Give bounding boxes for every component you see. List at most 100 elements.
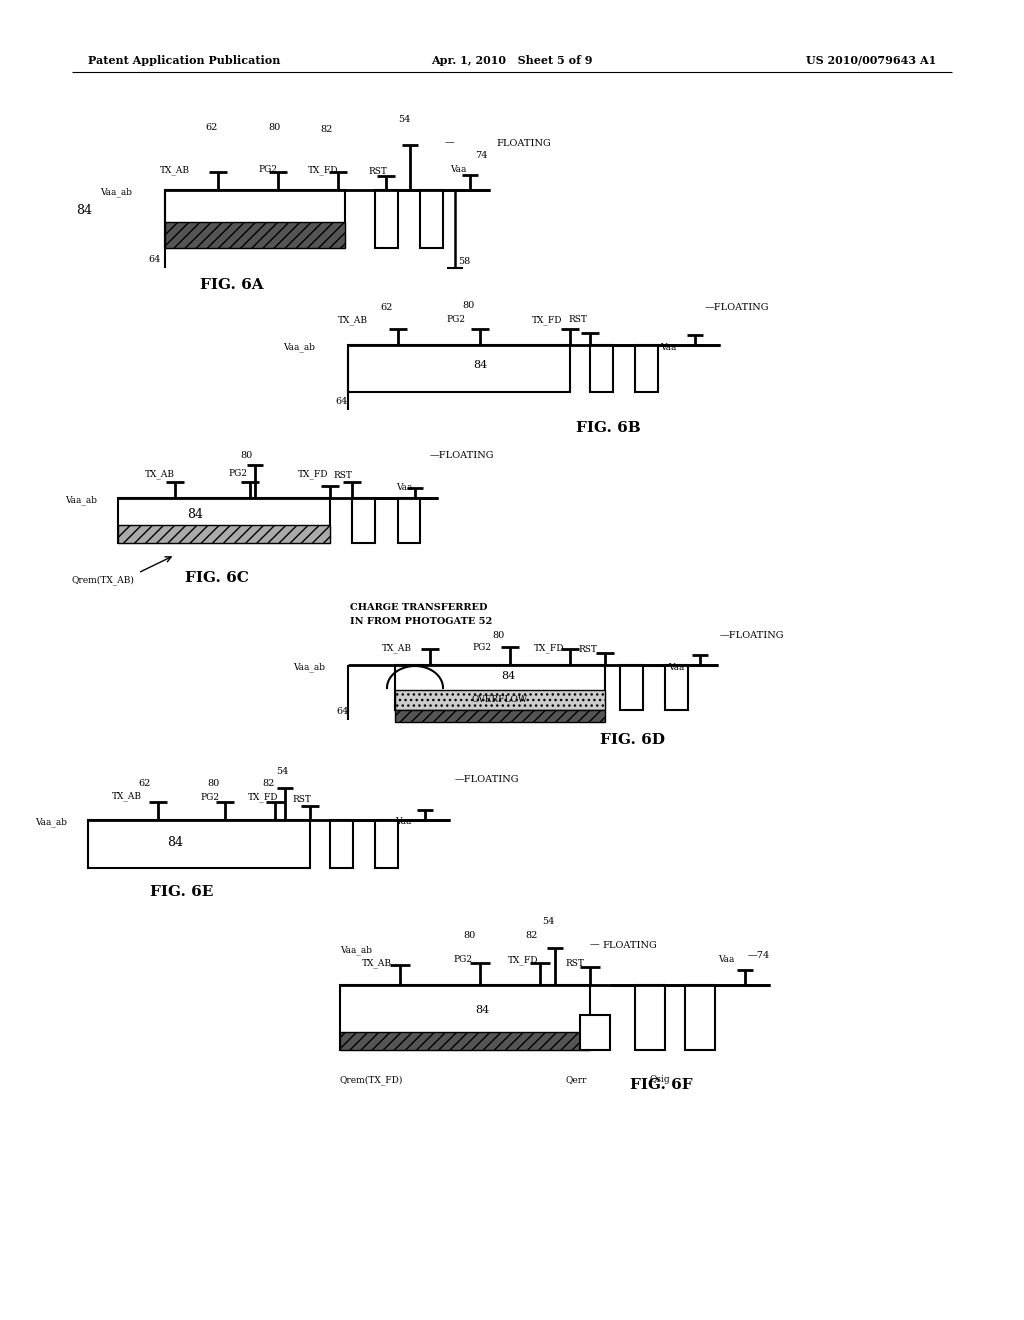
Text: FLOATING: FLOATING [496, 139, 551, 148]
Text: 62: 62 [205, 124, 217, 132]
Text: —: — [445, 139, 455, 148]
Text: RST: RST [333, 471, 352, 480]
Text: TX_FD: TX_FD [248, 792, 279, 801]
Text: TX_FD: TX_FD [308, 165, 339, 174]
Text: 62: 62 [138, 779, 151, 788]
Text: 80: 80 [268, 124, 281, 132]
Text: 58: 58 [458, 257, 470, 267]
Bar [635, 345, 658, 392]
Text: FIG. 6C: FIG. 6C [185, 572, 249, 585]
Text: 74: 74 [475, 150, 487, 160]
Bar [590, 345, 613, 392]
Text: —: — [590, 940, 600, 949]
Text: CHARGE TRANSFERRED: CHARGE TRANSFERRED [350, 603, 487, 612]
Text: RST: RST [292, 795, 311, 804]
Text: FLOATING: FLOATING [602, 940, 656, 949]
Text: 84: 84 [473, 360, 487, 370]
Text: PG2: PG2 [200, 792, 219, 801]
Text: Vaa: Vaa [718, 956, 734, 965]
Text: TX_AB: TX_AB [112, 791, 142, 801]
Text: TX_AB: TX_AB [382, 643, 412, 653]
Text: TX_AB: TX_AB [338, 315, 368, 325]
Text: RST: RST [568, 315, 587, 325]
Text: TX_AB: TX_AB [160, 165, 190, 174]
Text: Qrem(TX_AB): Qrem(TX_AB) [72, 576, 135, 585]
Text: TX_FD: TX_FD [298, 469, 329, 479]
Bar [635, 985, 665, 1049]
Text: 54: 54 [276, 767, 289, 776]
Text: 84: 84 [187, 508, 203, 521]
Text: 80: 80 [492, 631, 504, 639]
Text: TX_FD: TX_FD [532, 315, 562, 325]
Text: —FLOATING: —FLOATING [455, 776, 519, 784]
Text: RST: RST [578, 645, 597, 655]
Text: 80: 80 [462, 301, 474, 309]
Bar [395, 690, 605, 710]
Text: TX_FD: TX_FD [534, 643, 564, 653]
Bar [685, 985, 715, 1049]
Text: PG2: PG2 [228, 470, 247, 479]
Text: Qrem(TX_FD): Qrem(TX_FD) [340, 1074, 403, 1085]
Text: 82: 82 [525, 931, 538, 940]
Text: PG2: PG2 [472, 644, 490, 652]
Bar [420, 190, 443, 248]
Bar [165, 222, 345, 248]
Text: 84: 84 [501, 671, 515, 681]
Text: Vaa_ab: Vaa_ab [283, 342, 315, 352]
Text: Vaa_ab: Vaa_ab [35, 817, 67, 826]
Text: —FLOATING: —FLOATING [705, 304, 769, 313]
Text: FIG. 6D: FIG. 6D [600, 733, 665, 747]
Text: 64: 64 [335, 397, 347, 407]
Text: Vaa_ab: Vaa_ab [293, 663, 325, 672]
Text: Qsig: Qsig [650, 1076, 671, 1085]
Text: Vaa: Vaa [668, 663, 684, 672]
Text: 54: 54 [398, 116, 411, 124]
Text: 82: 82 [319, 125, 333, 135]
Text: —FLOATING: —FLOATING [720, 631, 784, 639]
Text: TX_FD: TX_FD [508, 956, 539, 965]
Text: TX_AB: TX_AB [362, 958, 392, 968]
Bar [375, 820, 398, 869]
Text: 84: 84 [167, 836, 183, 849]
Text: 84: 84 [475, 1005, 489, 1015]
Text: Vaa_ab: Vaa_ab [65, 495, 97, 504]
Text: TX_AB: TX_AB [145, 469, 175, 479]
Text: Vaa: Vaa [450, 165, 466, 174]
Text: RST: RST [565, 958, 584, 968]
Text: 80: 80 [463, 931, 475, 940]
Text: FIG. 6E: FIG. 6E [150, 884, 213, 899]
Bar [580, 1015, 610, 1049]
Bar [118, 498, 330, 543]
Bar [340, 1032, 590, 1049]
Bar [330, 820, 353, 869]
Text: Vaa_ab: Vaa_ab [340, 945, 372, 954]
Bar [398, 498, 420, 543]
Text: FIG. 6F: FIG. 6F [630, 1078, 692, 1092]
Bar [340, 985, 590, 1049]
Text: 82: 82 [262, 779, 274, 788]
Bar [88, 820, 310, 869]
Text: Patent Application Publication: Patent Application Publication [88, 54, 281, 66]
Text: —74: —74 [748, 950, 770, 960]
Bar [165, 190, 345, 248]
Text: Vaa: Vaa [660, 342, 677, 351]
Text: Vaa_ab: Vaa_ab [100, 187, 132, 197]
Bar [118, 525, 330, 543]
Text: US 2010/0079643 A1: US 2010/0079643 A1 [806, 54, 936, 66]
Text: 84: 84 [76, 203, 92, 216]
Text: PG2: PG2 [258, 165, 278, 174]
Bar [395, 710, 605, 722]
Bar [375, 190, 398, 248]
Bar [348, 345, 570, 392]
Text: Vaa: Vaa [396, 483, 413, 491]
Text: 64: 64 [336, 708, 348, 717]
Text: OVERFLOW: OVERFLOW [472, 696, 528, 705]
Bar [395, 665, 605, 710]
Text: PG2: PG2 [446, 315, 465, 325]
Text: FIG. 6A: FIG. 6A [200, 279, 263, 292]
Text: 54: 54 [542, 917, 554, 927]
Bar [665, 665, 688, 710]
Text: 80: 80 [240, 451, 252, 461]
Text: 62: 62 [380, 304, 392, 313]
Text: Apr. 1, 2010   Sheet 5 of 9: Apr. 1, 2010 Sheet 5 of 9 [431, 54, 593, 66]
